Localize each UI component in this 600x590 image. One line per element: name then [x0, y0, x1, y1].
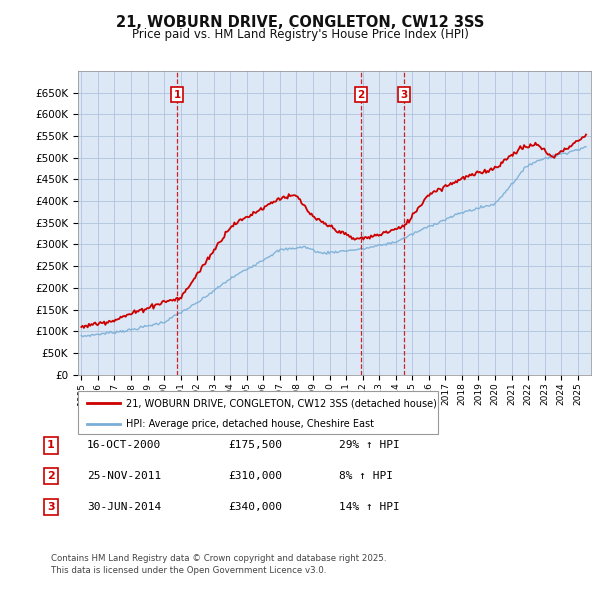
Text: HPI: Average price, detached house, Cheshire East: HPI: Average price, detached house, Ches… — [126, 419, 374, 430]
Text: 1: 1 — [173, 90, 181, 100]
Text: 3: 3 — [47, 502, 55, 512]
Text: 29% ↑ HPI: 29% ↑ HPI — [339, 441, 400, 450]
Text: 16-OCT-2000: 16-OCT-2000 — [87, 441, 161, 450]
Text: 2: 2 — [358, 90, 365, 100]
Text: 14% ↑ HPI: 14% ↑ HPI — [339, 502, 400, 512]
Text: £175,500: £175,500 — [228, 441, 282, 450]
Text: £340,000: £340,000 — [228, 502, 282, 512]
Text: Price paid vs. HM Land Registry's House Price Index (HPI): Price paid vs. HM Land Registry's House … — [131, 28, 469, 41]
Text: £310,000: £310,000 — [228, 471, 282, 481]
Text: 2: 2 — [47, 471, 55, 481]
Text: 1: 1 — [47, 441, 55, 450]
Text: Contains HM Land Registry data © Crown copyright and database right 2025.
This d: Contains HM Land Registry data © Crown c… — [51, 555, 386, 575]
Text: 3: 3 — [400, 90, 407, 100]
Text: 21, WOBURN DRIVE, CONGLETON, CW12 3SS (detached house): 21, WOBURN DRIVE, CONGLETON, CW12 3SS (d… — [126, 398, 437, 408]
Text: 21, WOBURN DRIVE, CONGLETON, CW12 3SS: 21, WOBURN DRIVE, CONGLETON, CW12 3SS — [116, 15, 484, 30]
Text: 30-JUN-2014: 30-JUN-2014 — [87, 502, 161, 512]
Text: 25-NOV-2011: 25-NOV-2011 — [87, 471, 161, 481]
Text: 8% ↑ HPI: 8% ↑ HPI — [339, 471, 393, 481]
